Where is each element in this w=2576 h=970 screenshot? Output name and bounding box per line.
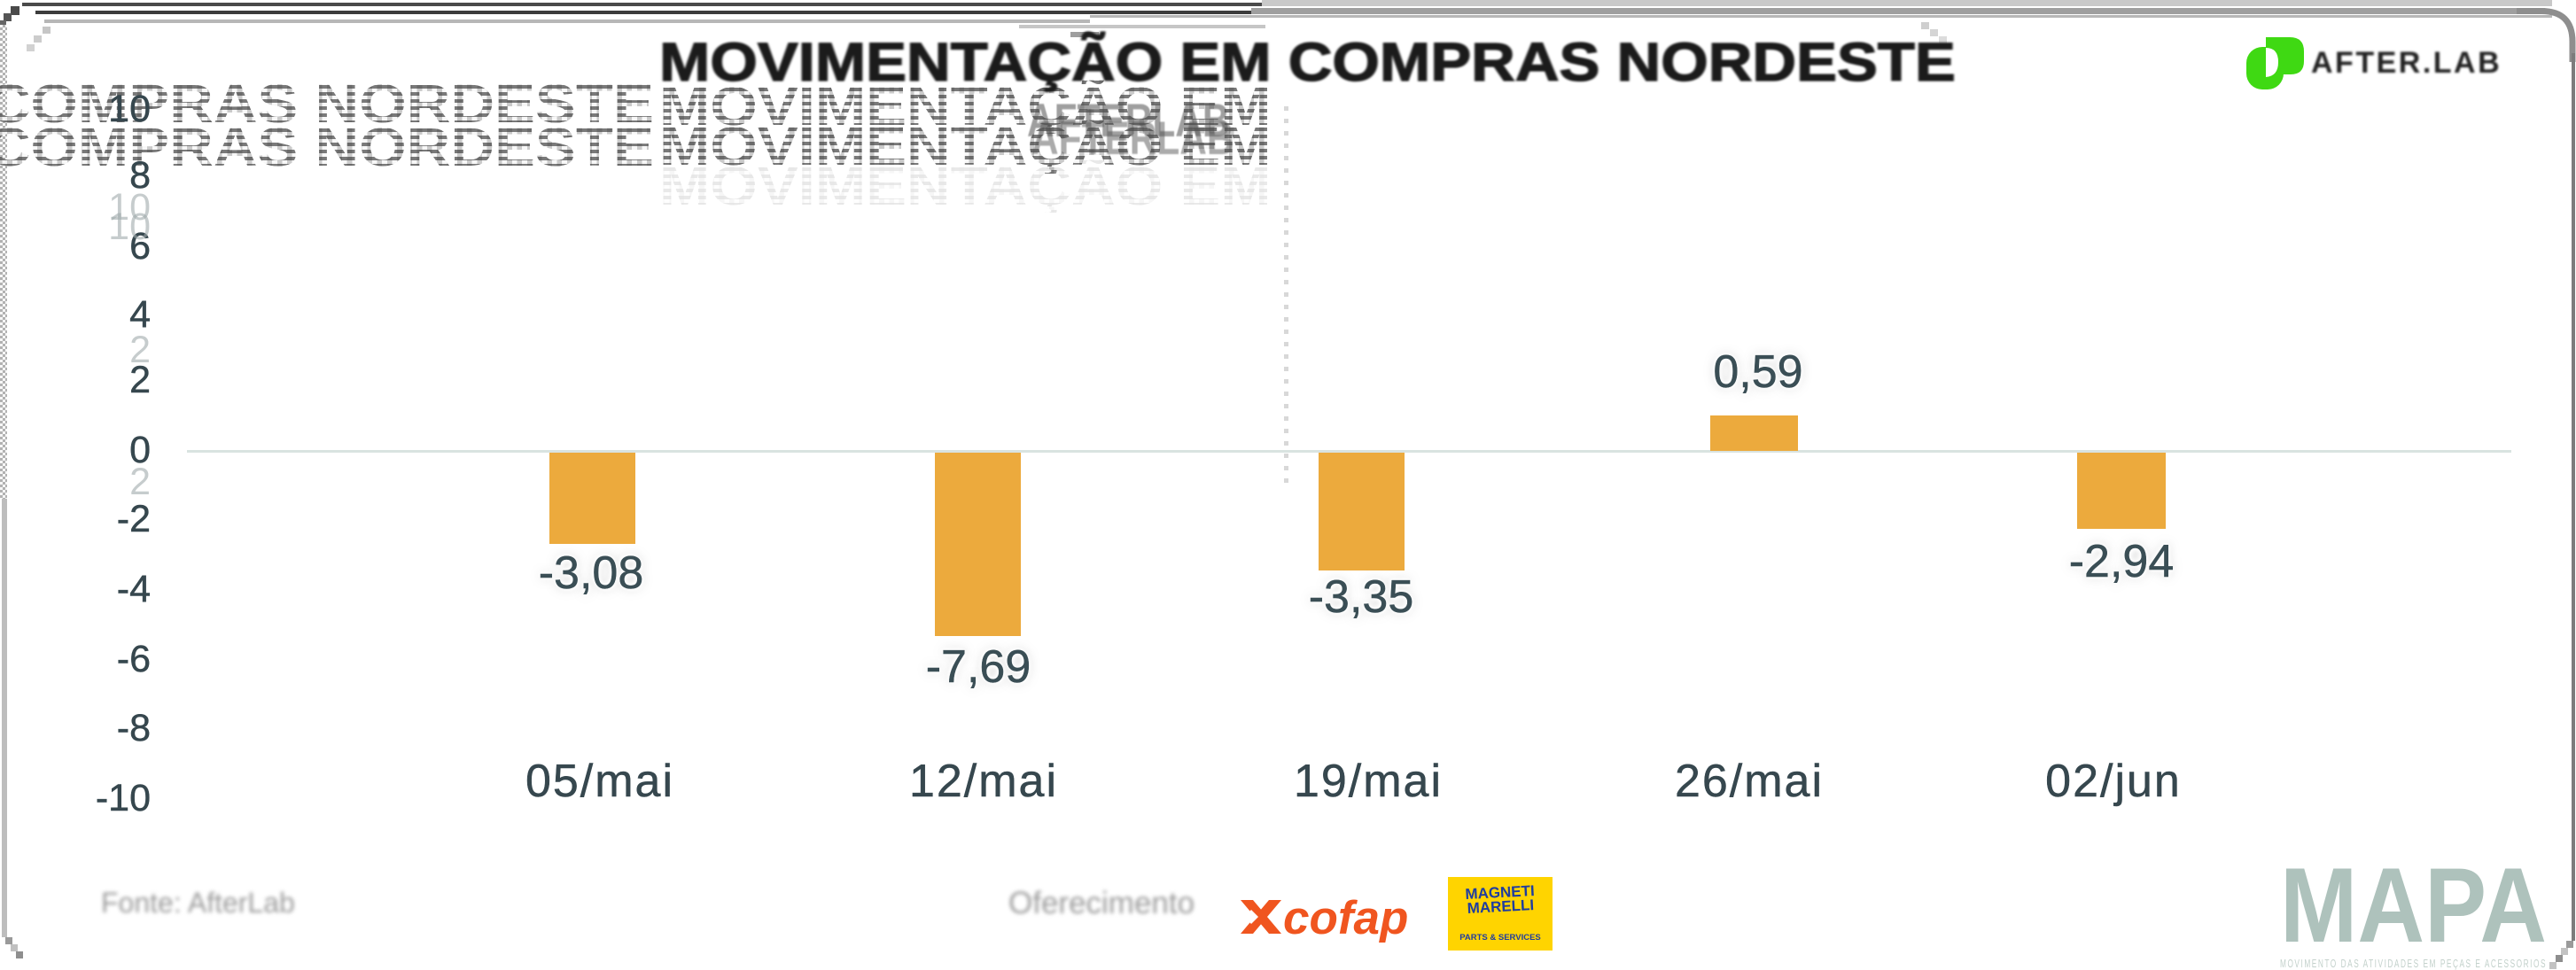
svg-text:cofap: cofap [1283, 893, 1408, 943]
